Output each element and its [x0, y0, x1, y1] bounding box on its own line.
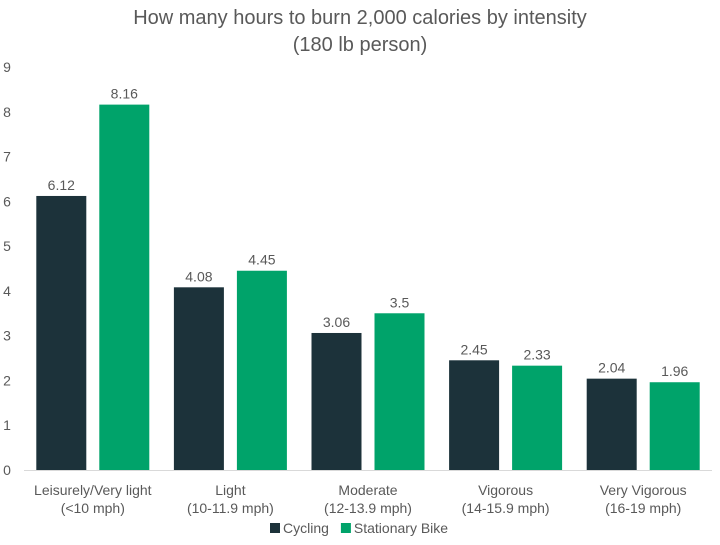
- bar-cycling: [586, 378, 637, 470]
- chart-title: How many hours to burn 2,000 calories by…: [133, 7, 587, 29]
- legend-swatch: [340, 523, 351, 533]
- data-label: 6.12: [48, 177, 75, 193]
- data-label: 3.06: [323, 314, 350, 330]
- y-tick-label: 6: [3, 193, 11, 209]
- data-label: 2.04: [598, 360, 625, 376]
- y-tick-label: 1: [3, 417, 11, 433]
- x-tick-label: (14-15.9 mph): [462, 500, 550, 516]
- x-tick-label: (10-11.9 mph): [187, 500, 274, 516]
- y-tick-label: 9: [3, 59, 11, 75]
- bar-cycling: [173, 287, 224, 470]
- data-label: 4.08: [185, 268, 212, 284]
- x-tick-label: (<10 mph): [61, 500, 125, 516]
- data-label: 4.45: [248, 252, 275, 268]
- y-tick-label: 4: [3, 283, 11, 299]
- data-label: 8.16: [111, 86, 138, 102]
- bar-stationary-bike: [236, 270, 287, 470]
- data-label: 3.5: [390, 294, 410, 310]
- x-tick-label: Moderate: [338, 482, 397, 498]
- legend: Cycling Stationary Bike: [270, 520, 448, 536]
- x-tick-label: (12-13.9 mph): [324, 500, 412, 516]
- legend-swatch: [270, 523, 280, 533]
- legend-label: Stationary Bike: [354, 520, 448, 536]
- y-tick-label: 7: [3, 149, 11, 165]
- bar-cycling: [36, 195, 87, 470]
- data-label: 2.45: [460, 341, 487, 357]
- x-tick-label: (16-19 mph): [605, 500, 681, 516]
- y-tick-label: 0: [3, 462, 11, 478]
- y-tick-label: 2: [3, 372, 11, 388]
- x-tick-label: Light: [215, 482, 245, 498]
- bar-stationary-bike: [649, 382, 700, 470]
- bar-cycling: [311, 332, 362, 470]
- bar-cycling: [449, 360, 500, 470]
- x-tick-label: Leisurely/Very light: [34, 482, 152, 498]
- data-label: 1.96: [661, 363, 688, 379]
- y-tick-label: 5: [3, 238, 11, 254]
- bar-stationary-bike: [374, 313, 425, 470]
- legend-label: Cycling: [283, 520, 329, 536]
- y-tick-label: 3: [3, 328, 11, 344]
- bar-stationary-bike: [99, 104, 150, 470]
- y-tick-label: 8: [3, 104, 11, 120]
- x-tick-label: Vigorous: [478, 482, 533, 498]
- chart-subtitle: (180 lb person): [293, 34, 428, 56]
- data-label: 2.33: [523, 347, 550, 363]
- x-tick-label: Very Vigorous: [600, 482, 687, 498]
- bar-stationary-bike: [512, 365, 563, 470]
